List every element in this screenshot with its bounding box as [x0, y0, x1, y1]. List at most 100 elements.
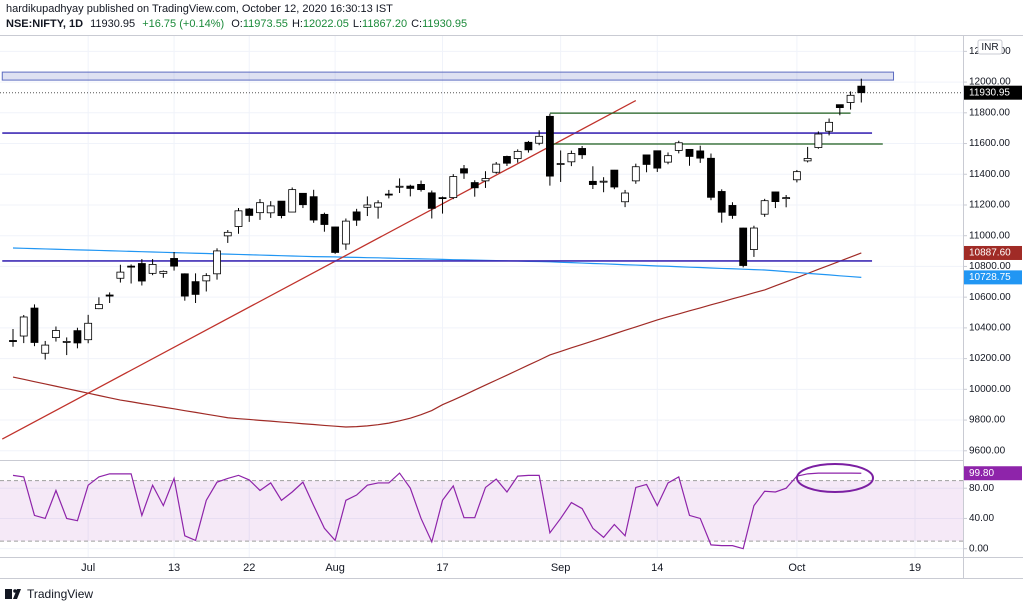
- candle-body: [191, 281, 200, 295]
- candle-body: [234, 210, 243, 227]
- candle-body: [180, 273, 189, 297]
- change: +16.75 (+0.14%): [142, 18, 224, 30]
- candle-body: [223, 231, 232, 237]
- candle-body: [127, 265, 136, 268]
- candle-body: [84, 322, 93, 341]
- candle-body: [299, 192, 307, 206]
- rsi-line: [12, 472, 862, 550]
- price-panel: [0, 71, 963, 440]
- candle-body: [427, 192, 436, 209]
- brand: TradingView: [27, 587, 93, 601]
- candle-body: [803, 158, 812, 162]
- candle-body: [331, 226, 340, 253]
- x-tick-label: 13: [168, 562, 180, 574]
- y-tick-label: 9800.00: [969, 415, 1006, 426]
- candle-body: [524, 141, 533, 151]
- candle-body: [760, 200, 769, 215]
- candle-body: [62, 341, 71, 343]
- candle-body: [578, 148, 587, 156]
- candle-body: [213, 250, 221, 275]
- candle-body: [846, 94, 855, 103]
- candle-body: [202, 275, 211, 282]
- candle-body: [470, 182, 479, 189]
- rsi-panel: [0, 472, 963, 550]
- axes: Jul 13 22 Aug 17 Sep 14 Oct 19 9600.00 9800.00 1000…: [81, 46, 1022, 574]
- ohlc-value: 12022.05: [303, 18, 349, 30]
- candle-body: [750, 227, 758, 250]
- candle-body: [588, 180, 597, 185]
- y-tick-label: 11200.00: [969, 200, 1010, 211]
- candle-body: [503, 156, 511, 164]
- candle-body: [363, 204, 372, 208]
- candle-body: [309, 196, 318, 221]
- candle-body: [835, 104, 844, 108]
- logo: [5, 589, 21, 599]
- candle-body: [685, 148, 694, 157]
- logo-part: [13, 589, 17, 593]
- y-tick-label: 10800.00: [969, 261, 1011, 272]
- rsi-y-tick-label: 40.00: [969, 513, 994, 524]
- ohlc-key: C:: [411, 18, 422, 30]
- candle-body: [374, 202, 382, 208]
- candle-body: [717, 191, 726, 213]
- logo-part: [5, 589, 12, 599]
- candle-body: [664, 155, 672, 163]
- y-tick-label: 11600.00: [969, 138, 1010, 149]
- candle-body: [610, 169, 619, 188]
- candle-body: [30, 307, 39, 343]
- ohlc-value: 11973.55: [243, 18, 288, 30]
- x-tick-label: Oct: [788, 562, 805, 574]
- candle-body: [535, 135, 544, 144]
- candle-body: [728, 205, 737, 216]
- candle-body: [52, 330, 60, 338]
- candle-body: [696, 150, 705, 159]
- last-price-label: 11930.95: [969, 87, 1010, 98]
- candle-body: [170, 258, 178, 267]
- candle-body: [417, 183, 425, 191]
- candle-body: [792, 171, 801, 181]
- candle-body: [395, 185, 404, 188]
- rsi-value-label: 99.80: [969, 468, 994, 479]
- rsi-y-tick-label: 0.00: [969, 543, 989, 554]
- last-price: 11930.95: [90, 18, 135, 30]
- logo-part: [13, 589, 21, 599]
- ohlc-value: 11867.20: [362, 18, 407, 30]
- y-tick-label: 11400.00: [969, 169, 1010, 180]
- indicator-value-label: 10728.75: [969, 272, 1011, 283]
- candle-body: [137, 263, 146, 282]
- annotation-ellipse: [796, 463, 874, 493]
- currency-badge: [977, 39, 1003, 55]
- candle-body: [546, 115, 554, 177]
- candle-body: [19, 316, 28, 337]
- y-tick-label: 10000.00: [969, 384, 1011, 395]
- candle-body: [707, 157, 715, 198]
- candle-body: [341, 220, 350, 245]
- candle-body: [460, 168, 468, 174]
- candle-body: [814, 133, 823, 148]
- candle-body: [406, 185, 415, 189]
- x-tick-label: Aug: [325, 562, 345, 574]
- candle-body: [288, 189, 297, 213]
- trend-line: [1, 99, 637, 440]
- symbol-line: NSE:NIFTY, 1D 11930.95 +16.75 (+0.14%) O…: [6, 18, 467, 30]
- candle-body: [256, 202, 264, 214]
- candle-body: [245, 208, 254, 216]
- x-tick-label: Jul: [81, 562, 95, 574]
- currency: INR: [981, 42, 998, 53]
- candle-body: [73, 330, 82, 344]
- candle-body: [771, 191, 780, 203]
- rsi-value-box: [964, 466, 1022, 481]
- candle-body: [352, 211, 361, 221]
- candle-body: [631, 166, 640, 182]
- candle-body: [95, 304, 103, 310]
- candle-body: [384, 193, 393, 196]
- x-tick-label: 14: [651, 562, 663, 574]
- ohlc-key: O:: [231, 18, 243, 30]
- indicator-value-box: [964, 245, 1022, 260]
- y-tick-label: 9600.00: [969, 445, 1006, 456]
- candle-body: [567, 153, 576, 163]
- candle-body: [642, 154, 651, 165]
- candle-body: [116, 271, 125, 279]
- candle-body: [674, 142, 683, 151]
